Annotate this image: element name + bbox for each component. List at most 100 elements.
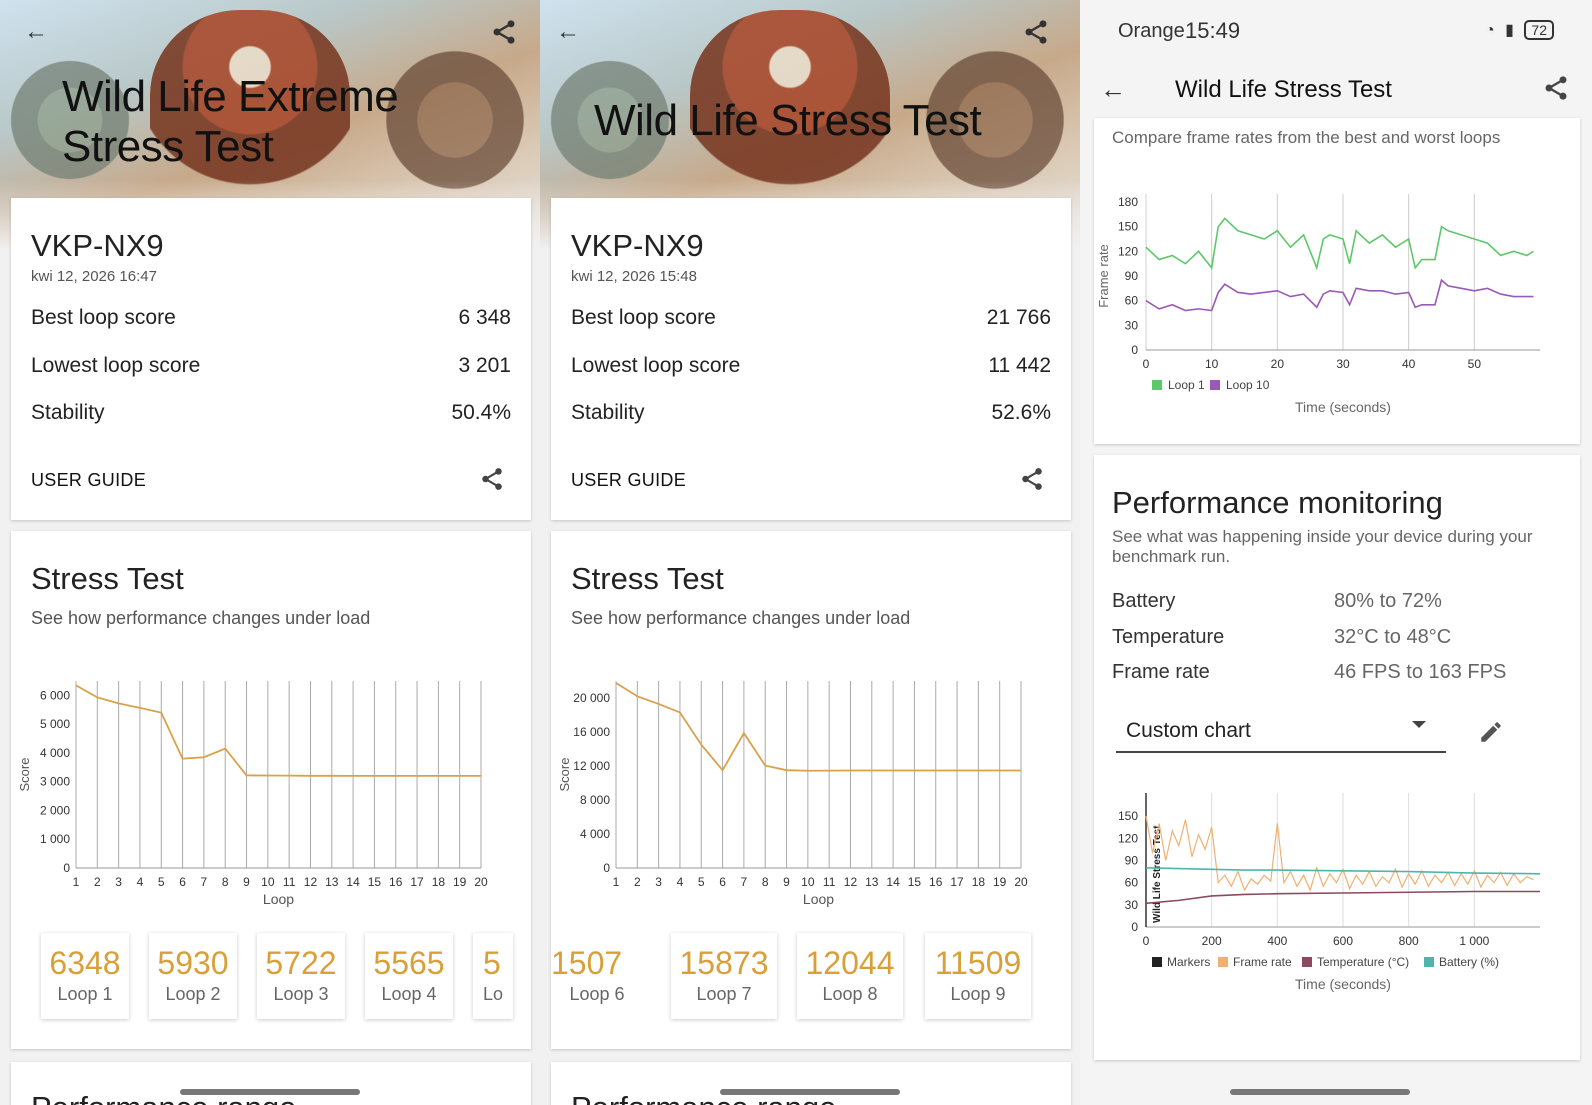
x-tick-label: 400 xyxy=(1267,934,1287,948)
gesture-bar xyxy=(180,1089,360,1095)
y-tick-label: 150 xyxy=(1118,809,1138,823)
stability-row: Stability 50.4% xyxy=(31,401,511,425)
temperature-value: 32°C to 48°C xyxy=(1334,626,1452,648)
x-axis-title: Time (seconds) xyxy=(1295,399,1391,415)
hero-title: Wild Life Extreme Stress Test xyxy=(62,72,399,172)
loop-score-box[interactable]: 12044 Loop 8 xyxy=(797,933,903,1019)
loop-score-value: 1507 xyxy=(551,945,623,981)
share-icon[interactable] xyxy=(1022,18,1050,46)
chevron-down-icon xyxy=(1412,721,1426,728)
loop-score-value: 5 xyxy=(483,945,501,981)
loop-score-label: Loop 9 xyxy=(950,984,1006,1004)
x-tick-label: 18 xyxy=(972,875,986,889)
monitor-series-line xyxy=(1145,867,1541,875)
wifi-icon: ◔ xyxy=(1485,22,1498,39)
hero-title-line1: Wild Life Extreme xyxy=(62,72,399,121)
y-tick-label: 0 xyxy=(603,861,610,875)
y-axis-title: Score xyxy=(557,758,572,792)
legend-swatch xyxy=(1424,957,1434,967)
loop-score-label: Lo xyxy=(483,984,504,1004)
monitor-series-line xyxy=(1145,890,1540,905)
loop-score-box[interactable]: 5 Lo xyxy=(473,933,513,1019)
y-tick-label: 4 000 xyxy=(580,827,610,841)
loop-score-box[interactable]: 11509 Loop 9 xyxy=(925,933,1031,1019)
stability-row: Stability 52.6% xyxy=(571,401,1051,425)
loop-score-value: 5930 xyxy=(157,945,229,981)
x-tick-label: 11 xyxy=(823,875,836,889)
y-tick-label: 150 xyxy=(1118,220,1138,234)
chart-select-dropdown[interactable]: Custom chart xyxy=(1116,709,1446,753)
x-tick-label: 8 xyxy=(222,875,229,889)
row-value: 11 442 xyxy=(988,354,1051,377)
x-tick-label: 13 xyxy=(325,875,339,889)
user-guide-button[interactable]: USER GUIDE xyxy=(571,470,687,490)
loop-score-label: Loop 2 xyxy=(165,984,221,1004)
x-tick-label: 5 xyxy=(158,875,165,889)
x-tick-label: 1 xyxy=(73,875,80,889)
battery-label: Battery xyxy=(1112,590,1176,612)
user-guide-button[interactable]: USER GUIDE xyxy=(31,470,147,490)
back-arrow-icon[interactable]: ← xyxy=(1100,74,1126,104)
loop-score-label: Loop 1 xyxy=(57,984,113,1004)
y-tick-label: 0 xyxy=(1131,920,1138,934)
share-icon[interactable] xyxy=(1542,74,1570,102)
legend-label: Frame rate xyxy=(1233,955,1292,969)
back-arrow-icon[interactable]: ← xyxy=(556,18,580,45)
stress-test-title: Stress Test xyxy=(571,561,724,596)
y-tick-label: 120 xyxy=(1118,831,1138,845)
performance-monitoring-title: Performance monitoring xyxy=(1112,485,1443,520)
y-tick-label: 20 000 xyxy=(573,691,610,705)
legend-swatch xyxy=(1152,957,1162,967)
x-axis-title: Loop xyxy=(803,891,834,907)
legend-label: Battery (%) xyxy=(1439,955,1499,969)
device-name: VKP-NX9 xyxy=(571,228,704,263)
x-tick-label: 600 xyxy=(1333,934,1353,948)
pencil-edit-icon[interactable] xyxy=(1478,719,1504,745)
loop-score-box[interactable]: 1507 Loop 6 xyxy=(551,933,643,1019)
legend-swatch xyxy=(1302,957,1312,967)
performance-monitoring-subtitle: See what was happening inside your devic… xyxy=(1112,527,1533,566)
battery-icon: 72 xyxy=(1524,20,1554,40)
x-tick-label: 19 xyxy=(453,875,467,889)
row-label: Stability xyxy=(31,401,105,424)
frame-rate-value: 46 FPS to 163 FPS xyxy=(1334,661,1507,683)
loop-score-box[interactable]: 5722 Loop 3 xyxy=(257,933,345,1019)
loop-score-box[interactable]: 5930 Loop 2 xyxy=(149,933,237,1019)
row-label: Best loop score xyxy=(31,306,176,329)
loop-score-label: Loop 3 xyxy=(273,984,329,1004)
app-bar: ← Wild Life Stress Test xyxy=(1080,60,1592,120)
x-tick-label: 9 xyxy=(243,875,250,889)
row-value: 50.4% xyxy=(451,401,511,424)
y-tick-label: 60 xyxy=(1125,294,1139,308)
temperature-label: Temperature xyxy=(1112,626,1225,648)
x-tick-label: 19 xyxy=(993,875,1007,889)
score-line xyxy=(75,684,481,777)
x-tick-label: 5 xyxy=(698,875,705,889)
loop-score-box[interactable]: 6348 Loop 1 xyxy=(41,933,129,1019)
share-icon[interactable] xyxy=(479,466,505,492)
x-tick-label: 2 xyxy=(634,875,641,889)
test-date: kwi 12, 2026 15:48 xyxy=(571,268,697,285)
fps-series-line xyxy=(1145,278,1534,312)
test-date: kwi 12, 2026 16:47 xyxy=(31,268,157,285)
loop-score-box[interactable]: 15873 Loop 7 xyxy=(671,933,777,1019)
status-icons: ◔ ▮ 72 xyxy=(1485,20,1554,40)
x-tick-label: 12 xyxy=(304,875,318,889)
legend-swatch xyxy=(1218,957,1228,967)
back-arrow-icon[interactable]: ← xyxy=(24,18,48,45)
monitoring-chart: 0 30 60 90 120 150 0 200 400 600 800 1 000 Wild Life… xyxy=(1118,793,1541,992)
y-tick-label: 6 000 xyxy=(40,688,70,702)
y-tick-label: 90 xyxy=(1125,269,1139,283)
share-icon[interactable] xyxy=(1019,466,1045,492)
loop-score-value: 15873 xyxy=(679,945,769,981)
share-icon[interactable] xyxy=(490,18,518,46)
frame-rate-chart: 0 30 60 90 120 150 180 0 10 20 30 40 50 Frame rate Tim… xyxy=(1096,194,1540,415)
x-tick-label: 30 xyxy=(1336,357,1350,371)
row-label: Lowest loop score xyxy=(31,354,201,377)
x-tick-label: 7 xyxy=(741,875,748,889)
loop-score-box[interactable]: 5565 Loop 4 xyxy=(365,933,453,1019)
x-tick-label: 10 xyxy=(801,875,815,889)
signal-icon: ▮ xyxy=(1505,22,1517,39)
legend-label: Loop 1 xyxy=(1168,378,1205,392)
